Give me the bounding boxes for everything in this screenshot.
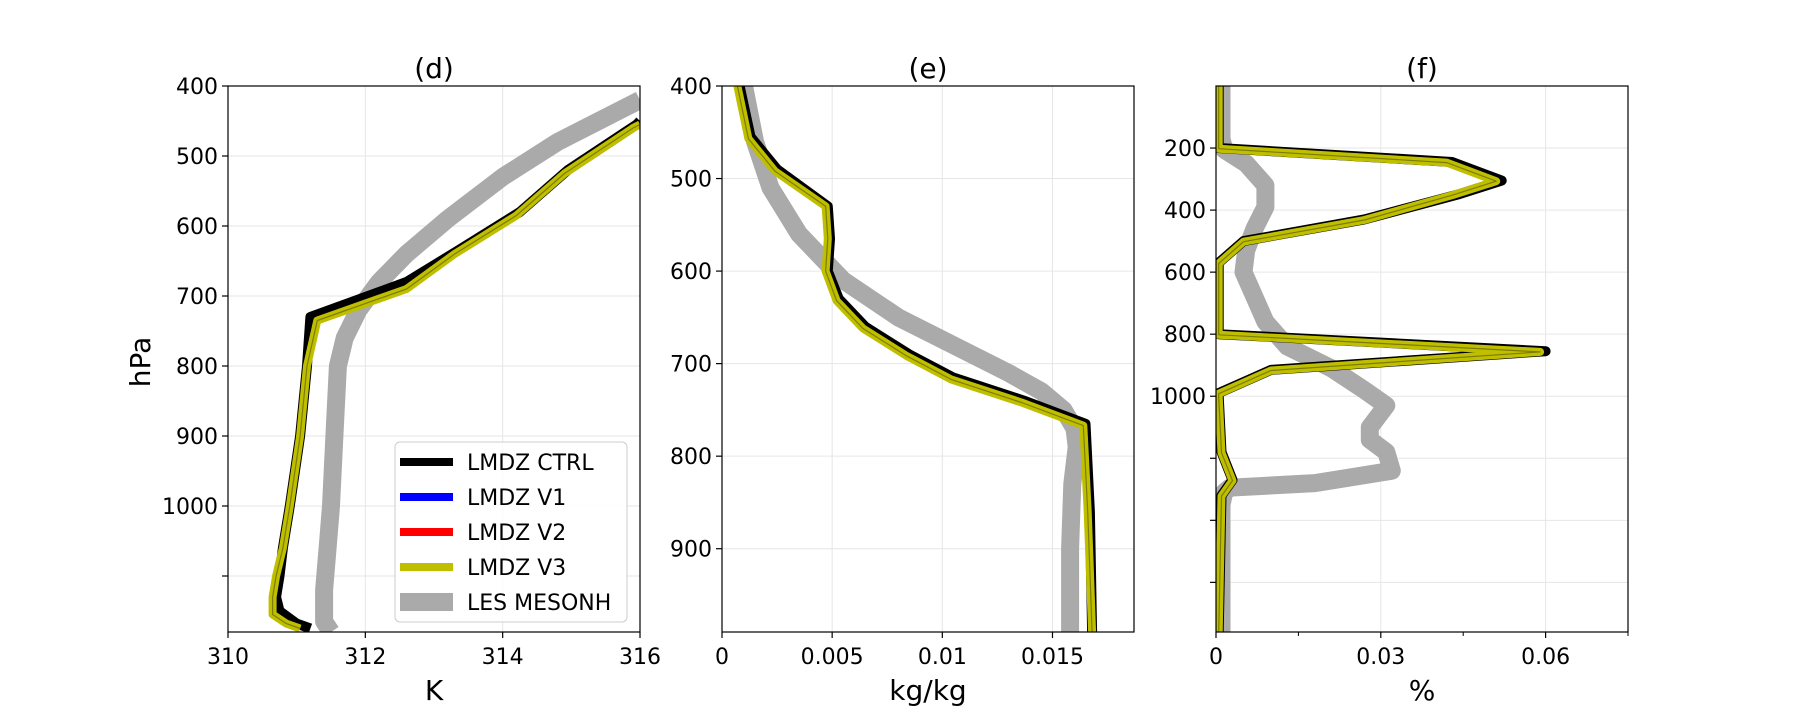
y-tick-label: 1000 (162, 495, 218, 520)
legend-label: LES MESONH (467, 591, 611, 616)
y-tick-label: 400 (670, 75, 712, 100)
x-tick-label: 312 (344, 645, 386, 670)
y-tick-label: 700 (670, 353, 712, 378)
series-line-lmdz-v3 (268, 120, 640, 632)
x-axis-label: kg/kg (889, 674, 966, 707)
y-tick-label: 400 (176, 75, 218, 100)
y-tick-label: 900 (176, 425, 218, 450)
panel-title: (e) (908, 52, 947, 85)
plot-area (1216, 86, 1551, 632)
series-line-les-mesonh (1216, 86, 1401, 632)
x-tick-label: 0.06 (1521, 645, 1570, 670)
legend-entry: LMDZ V1 (400, 486, 566, 511)
panel-1: 0 0.005 0.01 0.015 400 500 600 700 800 900 (e) kg/k… (670, 52, 1135, 707)
y-tick-label: 600 (176, 215, 218, 240)
panel-title: (f) (1406, 52, 1438, 85)
panel-0: 310 312 314 316 400 500 600 700 800 900 1000 (d) K (162, 52, 661, 707)
axes-frame (1215, 85, 1629, 633)
y-tick-label: 600 (670, 260, 712, 285)
series-edge (272, 123, 640, 630)
y-tick-label: 800 (1164, 323, 1206, 348)
y-tick-label: 800 (176, 355, 218, 380)
x-tick-label: 0.03 (1356, 645, 1405, 670)
series-edge (736, 86, 1093, 632)
y-tick-label: 1000 (1150, 385, 1206, 410)
legend-label: LMDZ V1 (467, 486, 566, 511)
series-line-lmdz-v3 (1216, 86, 1545, 632)
x-axis-label: K (425, 674, 444, 707)
y-tick-label: 500 (670, 168, 712, 193)
x-tick-label: 0 (715, 645, 729, 670)
axes-frame (227, 85, 641, 633)
x-tick-label: 0.005 (801, 645, 864, 670)
series-line-les-mesonh (735, 86, 1086, 632)
y-tick-label: 400 (1164, 199, 1206, 224)
panel-2: 0 0.03 0.06 200 400 600 800 1000 (f)% (1150, 52, 1629, 707)
legend-entry: LMDZ V3 (400, 556, 566, 581)
plot-area (268, 91, 640, 632)
y-axis-label: hPa (124, 337, 157, 388)
x-tick-label: 316 (619, 645, 661, 670)
legend-entry: LES MESONH (400, 591, 611, 616)
panel-title: (d) (414, 52, 454, 85)
y-tick-label: 500 (176, 145, 218, 170)
y-tick-label: 600 (1164, 261, 1206, 286)
legend-label: LMDZ CTRL (467, 451, 594, 476)
x-tick-label: 0.015 (1021, 645, 1084, 670)
y-tick-label: 800 (670, 445, 712, 470)
y-tick-label: 700 (176, 285, 218, 310)
legend-label: LMDZ V3 (467, 556, 566, 581)
x-axis-label: % (1409, 674, 1436, 707)
series-line-les-mesonh (315, 91, 640, 632)
legend: LMDZ CTRL LMDZ V1 LMDZ V2 LMDZ V3 LES MESONH (394, 441, 628, 623)
x-tick-label: 310 (207, 645, 249, 670)
x-tick-label: 0.01 (918, 645, 967, 670)
x-tick-label: 0 (1209, 645, 1223, 670)
axes-frame (721, 85, 1135, 633)
legend-entry: LMDZ V2 (400, 521, 566, 546)
series-edge (1218, 86, 1541, 632)
y-tick-label: 900 (670, 538, 712, 563)
legend-entry: LMDZ CTRL (400, 451, 594, 476)
y-tick-label: 200 (1164, 137, 1206, 162)
plot-area (733, 86, 1098, 632)
series-line-lmdz-v3 (733, 86, 1097, 632)
legend-label: LMDZ V2 (467, 521, 566, 546)
legend-frame (394, 441, 628, 623)
x-tick-label: 314 (482, 645, 524, 670)
